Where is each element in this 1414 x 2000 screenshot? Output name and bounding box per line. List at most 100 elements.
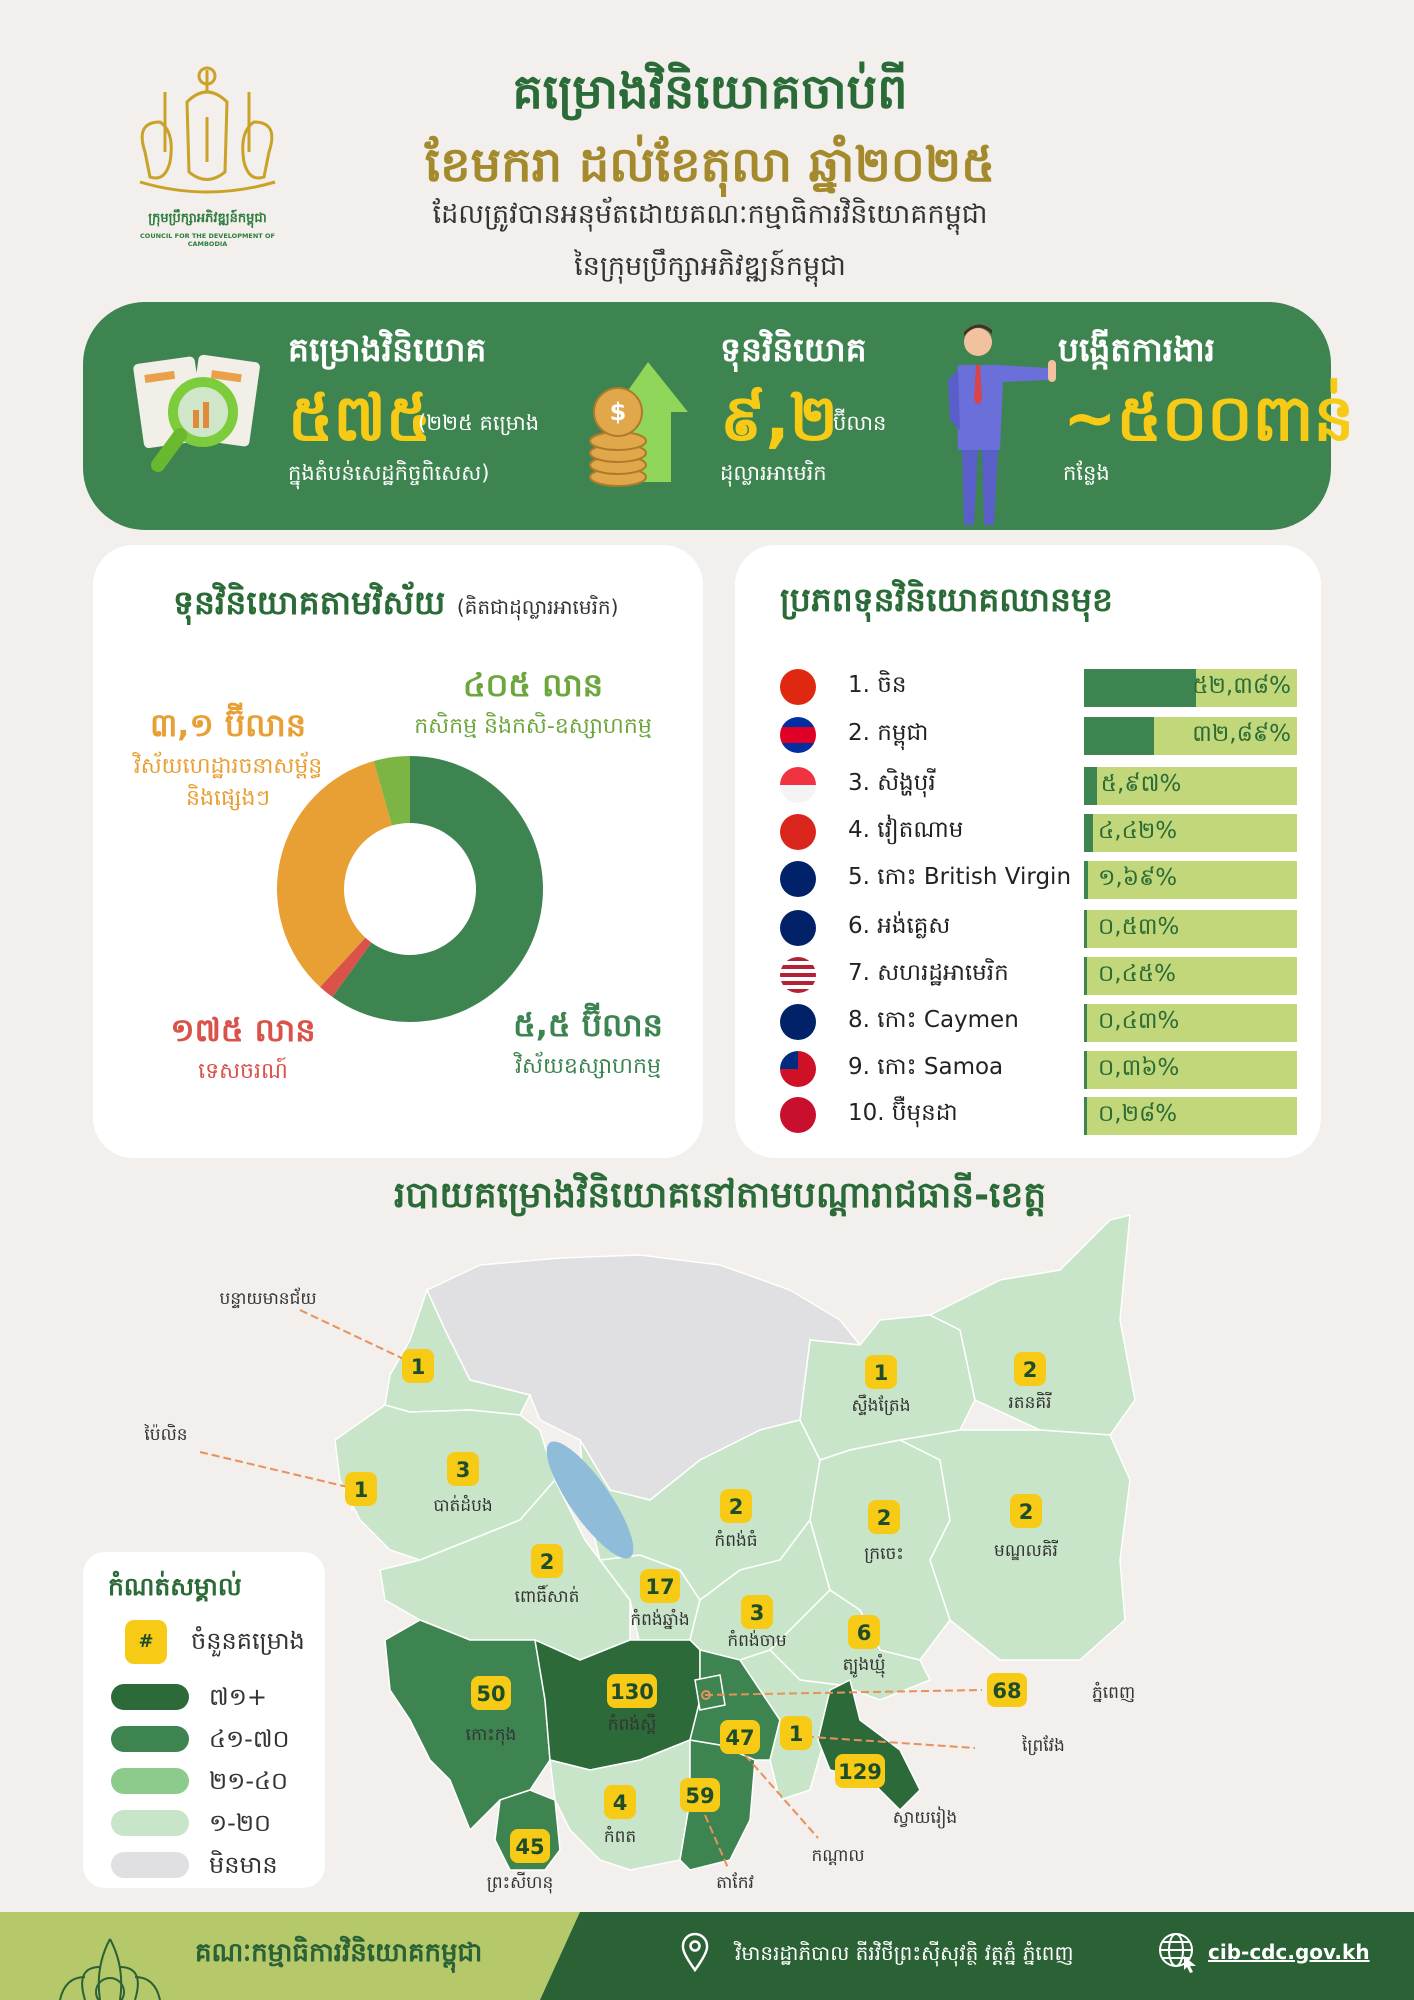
stat-jobs-note: កន្លែង [1063,461,1110,485]
investor-bar: ៥២,៣៨% [1084,669,1297,707]
donut-slice [277,761,392,987]
investor-bar-fill [1084,861,1088,899]
province-name: ត្បូងឃ្មុំ [843,1653,886,1678]
province-name: បន្ទាយមានជ័យ [219,1287,316,1309]
stat-capital-value: ៩,២ [720,382,839,456]
province-badge: 1 [865,1355,897,1389]
province-name: តាកែវ [716,1872,754,1893]
project-count: 129 [838,1760,882,1784]
top-investors-title: ប្រភពទុនវិនិយោគឈានមុខ [780,580,1113,619]
investor-bar-fill [1084,910,1087,948]
investor-row: 10. ប៊ឺមុនដា ០,២៨% [735,1095,1321,1135]
project-count: 1 [874,1361,889,1385]
investor-row: 6. អង់គ្លេស ០,៥៣% [735,908,1321,948]
investor-bar-fill [1084,669,1196,707]
cayman-flag-icon [780,1004,816,1040]
agriculture-value: ៤០៥ លាន [462,666,604,704]
footer-website-link[interactable]: cib-cdc.gov.kh [1208,1940,1370,1964]
investor-rank: 8. [848,1007,870,1033]
investor-name: 6. អង់គ្លេស [848,912,950,945]
globe-cursor-icon [1159,1933,1196,1973]
stat-capital-note: ដុល្លារអាមេរិក [720,461,827,485]
investor-row: 5. កោះ British Virgin ១,៦៩% [735,859,1321,899]
project-count: 1 [789,1722,804,1746]
footer-org-name: គណៈកម្មាធិការវិនិយោគកម្ពុជា [195,1938,483,1968]
province-name: កោះកុង [466,1725,517,1746]
investor-share: ០,២៨% [1098,1101,1178,1127]
label-industry: ៥,៥ ប៊ីលាន វិស័យឧស្សាហកម្ម [483,1005,693,1084]
stat-jobs-value: ~៥០០ពាន់ [1063,382,1355,456]
province-badge: 17 [640,1569,680,1603]
investor-bar-fill [1084,1097,1087,1135]
investor-bar: ០,៤៣% [1084,1004,1297,1042]
investor-country: កោះ Caymen [877,1007,1019,1033]
province-badge: 50 [471,1676,511,1710]
project-count: 6 [857,1621,872,1645]
investor-row: 4. វៀតណាម ៤,៤២% [735,812,1321,852]
legend-swatch [111,1852,189,1878]
province-name: ប៉ៃលិន [143,1423,187,1445]
investor-country: វៀតណាម [877,817,964,843]
project-count: 2 [877,1506,892,1530]
singapore-flag-icon [780,767,816,803]
lotus-logo-icon [59,1938,161,2000]
project-count: 3 [456,1458,471,1482]
page-title-line2: ខែមករា ដល់ខែតុលា ឆ្នាំ២០២៥ [424,137,996,193]
coins-arrow-up-icon: $ [589,362,688,487]
page-title-line1: គម្រោងវិនិយោគចាប់ពី [512,64,908,120]
province-badge: 2 [1014,1352,1046,1386]
sector-chart-title-text: ទុនវិនិយោគតាមវិស័យ [173,583,446,622]
investor-share: ៤,៤២% [1098,818,1178,844]
investor-name: 3. សិង្ហបុរី [848,769,936,802]
uk-flag-icon [780,910,816,946]
province-badge: 130 [607,1674,657,1708]
investor-bar: ៣២,៨៩% [1084,717,1297,755]
province-badge: 3 [741,1595,773,1629]
province-name: កំពង់ចាម [727,1629,786,1651]
label-infrastructure: ៣,១ ប៊ីលាន វិស័យហេដ្ឋារចនាសម្ព័ន្ធ និងផ្… [118,705,338,816]
province-mondul[interactable] [897,1429,1131,1661]
investor-rank: 1. [848,672,870,698]
investor-bar: ០,៥៣% [1084,910,1297,948]
logo-text-khmer: ក្រុមប្រឹក្សាអភិវឌ្ឍន៍កម្ពុជា [148,211,267,226]
industry-name: វិស័យឧស្សាហកម្ម [515,1054,661,1079]
project-count: 45 [515,1835,544,1859]
province-badge: 68 [987,1673,1027,1707]
province-name: រតនគិរី [1008,1391,1051,1413]
province-badge: 2 [720,1489,752,1523]
province-name: កំពង់ស្ពឺ [608,1713,657,1735]
tourism-name: ទេសចរណ៍ [198,1059,288,1084]
province-name: កំពង់ឆ្នាំង [630,1608,689,1630]
investor-country: កោះ British Virgin [877,864,1072,890]
stat-projects-label: គម្រោងវិនិយោគ [288,330,487,369]
investor-bar-fill [1084,1004,1087,1042]
project-count: 1 [411,1355,426,1379]
province-badge: 59 [680,1778,720,1812]
investor-name: 4. វៀតណាម [848,816,963,849]
province-badge: 1 [345,1472,377,1506]
investor-bar: ០,៣៦% [1084,1051,1297,1089]
businessman-icon [948,324,1056,525]
province-badge: 3 [447,1452,479,1486]
project-count: 50 [476,1682,505,1706]
province-badge: 2 [531,1544,563,1578]
investor-rank: 4. [848,817,870,843]
donut-slice [373,756,410,826]
province-ratana[interactable] [928,1214,1136,1436]
footer-contact: វិមានរដ្ឋាភិបាល តីរវិថីព្រះស៊ីសុវត្ថិ វត… [540,1912,1414,2000]
location-pin-icon [681,1932,709,1972]
legend-band: ៤១-៧០ [111,1724,321,1758]
investor-country: សិង្ហបុរី [877,770,936,796]
investor-rank: 7. [848,960,870,986]
leader-line [199,1451,353,1489]
project-count: 68 [992,1679,1021,1703]
usa-flag-icon [780,957,816,993]
investor-share: ៥២,៣៨% [1192,673,1291,699]
province-svay[interactable] [817,1678,921,1812]
investor-row: 9. កោះ Samoa ០,៣៦% [735,1049,1321,1089]
province-name: ស្ទឹងត្រែង [851,1394,910,1416]
china-flag-icon [780,669,816,705]
subtitle-line2: នៃក្រុមប្រឹក្សាអភិវឌ្ឍន៍កម្ពុជា [574,251,846,282]
donut-slice [332,756,543,1022]
cdc-logo: ក្រុមប្រឹក្សាអភិវឌ្ឍន៍កម្ពុជា COUNCIL FO… [125,62,290,248]
